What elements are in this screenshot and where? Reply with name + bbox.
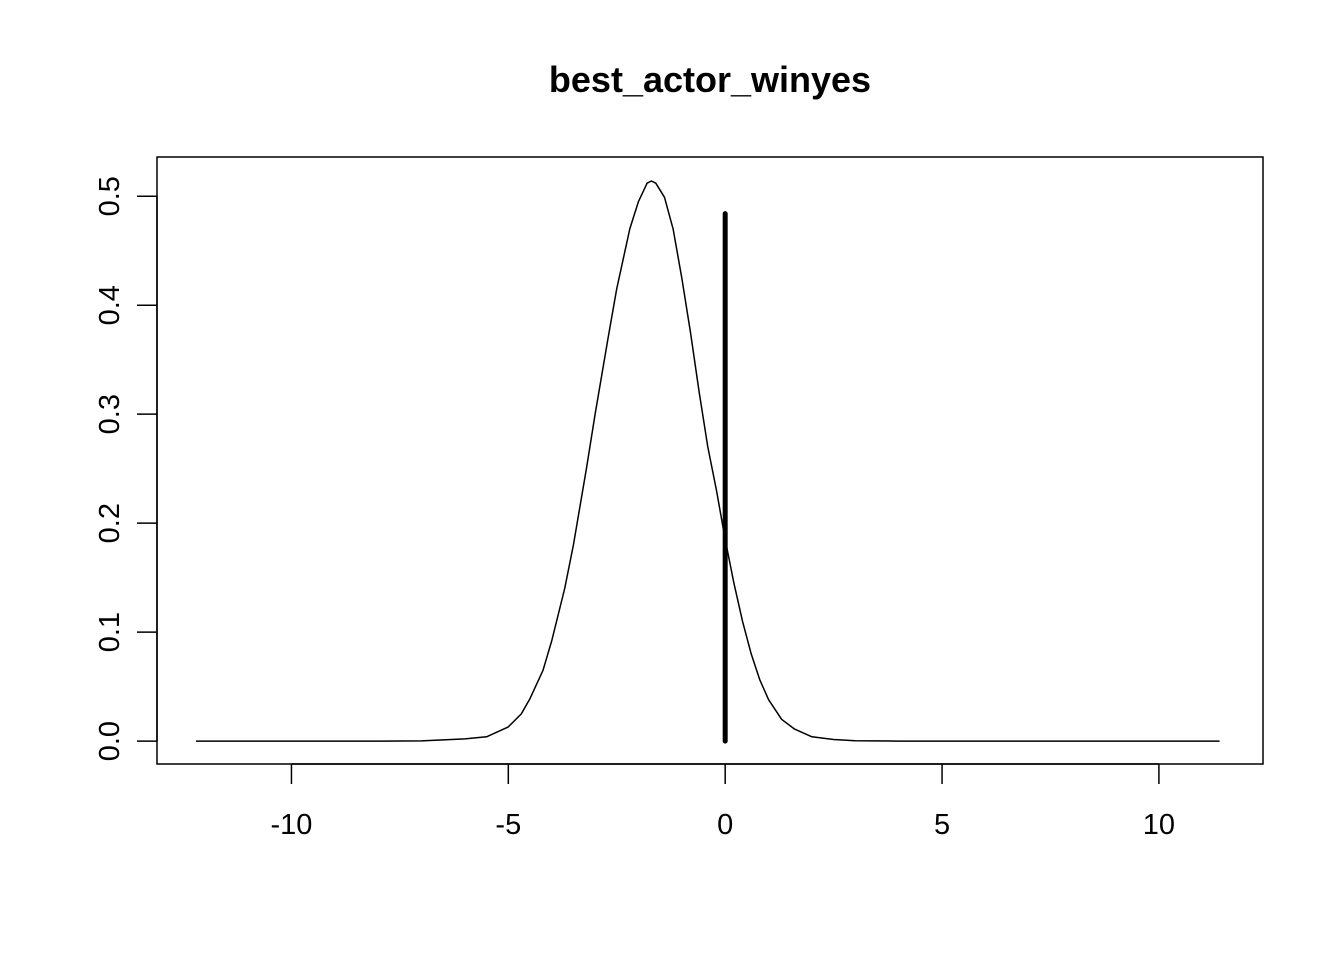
- y-tick-label: 0.1: [94, 612, 126, 652]
- series-layer: [196, 180, 1220, 744]
- x-tick-label: 0: [717, 809, 733, 841]
- density-curve: [196, 180, 1220, 742]
- x-tick-label: -10: [270, 809, 312, 841]
- chart-title: best_actor_winyes: [549, 59, 871, 100]
- y-tick-label: 0.3: [94, 394, 126, 434]
- x-tick-label: 5: [934, 809, 950, 841]
- y-axis: 0.0 0.1 0.2 0.3 0.4 0.5: [94, 176, 158, 761]
- x-tick-label: 10: [1143, 809, 1175, 841]
- x-tick-label: -5: [495, 809, 521, 841]
- y-tick-label: 0.0: [94, 721, 126, 761]
- x-axis: -10 -5 0 5 10: [270, 763, 1175, 841]
- y-tick-label: 0.2: [94, 503, 126, 543]
- y-tick-label: 0.4: [94, 285, 126, 325]
- y-tick-label: 0.5: [94, 176, 126, 216]
